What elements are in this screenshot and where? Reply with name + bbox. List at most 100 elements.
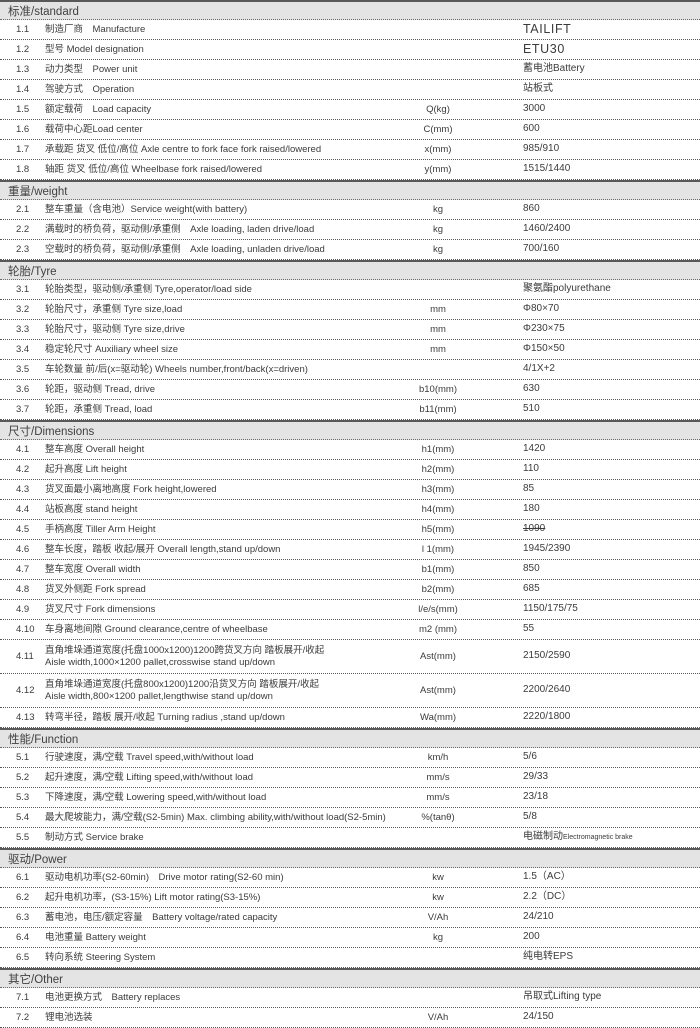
row-unit: mm: [430, 343, 446, 355]
table-row: 1.7 承载距 货叉 低位/高位 Axle centre to fork face…: [0, 140, 700, 160]
section-title: 尺寸/Dimensions: [8, 425, 95, 438]
row-number: 5.4: [16, 811, 30, 823]
row-label: 整车长度，踏板 收起/展开 Overall length,stand up/do…: [45, 544, 395, 556]
section-header: 标准/standard: [0, 0, 700, 20]
row-unit: mm: [430, 303, 446, 315]
table-row: 7.2 锂电池选装 V/Ah 24/150: [0, 1008, 700, 1028]
row-value: 蓄电池Battery: [523, 63, 700, 76]
row-label: 轮胎尺寸，承重侧 Tyre size,load: [45, 304, 395, 316]
row-value: 2.2（DC）: [523, 891, 700, 904]
table-row: 2.1 整车重量（含电池）Service weight(with battery)…: [0, 200, 700, 220]
row-value: 1515/1440: [523, 163, 700, 176]
row-unit: Ast(mm): [420, 650, 456, 662]
row-value-text: 850: [523, 563, 540, 575]
row-unit: x(mm): [424, 143, 452, 155]
row-value: 5/6: [523, 751, 700, 764]
row-value-text: 29/33: [523, 771, 549, 783]
row-label: 手柄高度 Tiller Arm Height: [45, 524, 395, 536]
row-value-text: 1150/175/75: [523, 603, 578, 615]
row-unit: Ast(mm): [420, 684, 456, 696]
row-number: 7.2: [16, 1011, 30, 1023]
row-label: 蓄电池，电压/额定容量 Battery voltage/rated capaci…: [45, 912, 395, 924]
table-row: 3.3 轮胎尺寸，驱动侧 Tyre size,drive mm Φ230×75: [0, 320, 700, 340]
row-label-line1: 整车高度 Overall height: [45, 443, 145, 455]
row-label: 下降速度，满/空载 Lowering speed,with/without lo…: [45, 792, 395, 804]
row-number: 2.2: [16, 223, 30, 235]
row-unit: %(tanθ): [421, 811, 455, 823]
row-label: 行驶速度，满/空载 Travel speed,with/without load: [45, 752, 395, 764]
row-value-text: 1945/2390: [523, 543, 571, 555]
row-label-line1: 空载时的桥负荷，驱动侧/承重侧 Axle loading, unladen dr…: [45, 243, 325, 255]
table-row: 5.3 下降速度，满/空载 Lowering speed,with/without…: [0, 788, 700, 808]
row-value-text: 5/6: [523, 751, 537, 763]
row-label-line1: 额定载荷 Load capacity: [45, 103, 152, 115]
row-label: 整车高度 Overall height: [45, 444, 395, 456]
row-value-text: 24/210: [523, 911, 554, 923]
row-value: 1150/175/75: [523, 603, 700, 616]
row-value: 700/160: [523, 243, 700, 256]
table-row: 4.7 整车宽度 Overall width b1(mm) 850: [0, 560, 700, 580]
row-value: 站板式: [523, 83, 700, 96]
row-value: 23/18: [523, 791, 700, 804]
row-label-line1: 轮胎类型，驱动侧/承重侧 Tyre,operator/load side: [45, 283, 252, 295]
row-value: 29/33: [523, 771, 700, 784]
row-value-text: 1515/1440: [523, 163, 571, 175]
row-value: 180: [523, 503, 700, 516]
section-title: 性能/Function: [8, 733, 79, 746]
row-label: 电池更换方式 Battery replaces: [45, 992, 395, 1004]
row-label: 转向系统 Steering System: [45, 952, 395, 964]
row-value: 985/910: [523, 143, 700, 156]
section-title: 标准/standard: [8, 5, 79, 18]
row-label: 轮距，驱动侧 Tread, drive: [45, 384, 395, 396]
row-number: 5.1: [16, 751, 30, 763]
row-number: 4.10: [16, 623, 35, 635]
row-value-text: 700/160: [523, 243, 560, 255]
row-number: 4.5: [16, 523, 30, 535]
row-value: 200: [523, 931, 700, 944]
table-row: 3.2 轮胎尺寸，承重侧 Tyre size,load mm Φ80×70: [0, 300, 700, 320]
table-row: 3.6 轮距，驱动侧 Tread, drive b10(mm) 630: [0, 380, 700, 400]
section-header: 尺寸/Dimensions: [0, 420, 700, 440]
row-number: 4.1: [16, 443, 30, 455]
row-number: 2.3: [16, 243, 30, 255]
row-value: 1420: [523, 443, 700, 456]
row-unit: mm: [430, 323, 446, 335]
table-row: 1.5 额定载荷 Load capacity Q(kg) 3000: [0, 100, 700, 120]
row-value: Φ150×50: [523, 343, 700, 356]
table-row: 3.1 轮胎类型，驱动侧/承重侧 Tyre,operator/load side 聚…: [0, 280, 700, 300]
row-label: 锂电池选装: [45, 1012, 395, 1024]
row-unit: Q(kg): [426, 103, 450, 115]
table-row: 4.2 起升高度 Lift height h2(mm) 110: [0, 460, 700, 480]
section-title: 驱动/Power: [8, 853, 67, 866]
row-value: 吊取式Lifting type: [523, 991, 700, 1004]
row-unit: kw: [432, 891, 444, 903]
row-label: 动力类型 Power unit: [45, 64, 395, 76]
row-label-line1: 货叉外侧距 Fork spread: [45, 583, 146, 595]
row-value-text: 630: [523, 383, 540, 395]
row-value-text: 2200/2640: [523, 684, 571, 696]
row-label-line1: 货叉面最小离地高度 Fork height,lowered: [45, 483, 217, 495]
row-value-text: 685: [523, 583, 540, 595]
row-value: 600: [523, 123, 700, 136]
row-number: 6.5: [16, 951, 30, 963]
row-label-line1: 站板高度 stand height: [45, 503, 138, 515]
row-value-text: 1090: [523, 523, 546, 535]
row-label-line1: 手柄高度 Tiller Arm Height: [45, 523, 156, 535]
section-header: 其它/Other: [0, 968, 700, 988]
row-value: 24/150: [523, 1011, 700, 1024]
row-unit: b11(mm): [419, 403, 457, 415]
section-title: 重量/weight: [8, 185, 68, 198]
row-label: 承载距 货叉 低位/高位 Axle centre to fork face fo…: [45, 144, 395, 156]
table-row: 5.2 起升速度，满/空载 Lifting speed,with/without …: [0, 768, 700, 788]
row-unit: b10(mm): [418, 383, 457, 395]
row-label-line1: 制动方式 Service brake: [45, 831, 144, 843]
row-number: 1.2: [16, 43, 30, 55]
row-unit: C(mm): [423, 123, 453, 135]
row-value-text: 2150/2590: [523, 650, 571, 662]
row-value: 510: [523, 403, 700, 416]
row-number: 4.6: [16, 543, 30, 555]
row-value-text: TAILIFT: [523, 21, 572, 36]
row-unit: l 1(mm): [421, 543, 455, 555]
row-value-text: 5/8: [523, 811, 537, 823]
